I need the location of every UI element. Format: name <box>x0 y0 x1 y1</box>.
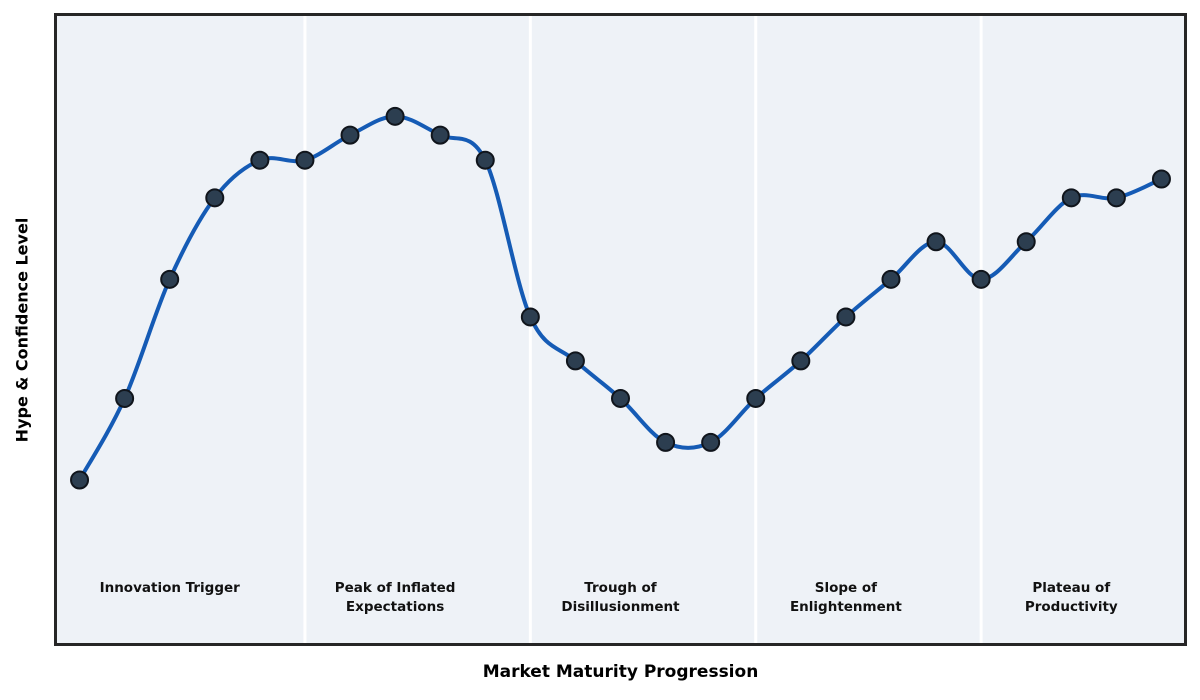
x-axis-label: Market Maturity Progression <box>482 662 759 682</box>
data-point-marker <box>340 125 360 145</box>
data-point-marker <box>791 351 811 371</box>
data-point-marker <box>611 388 630 408</box>
data-point-marker <box>70 470 90 490</box>
data-point-marker <box>1061 188 1081 208</box>
data-point-marker <box>295 150 315 170</box>
data-point-marker <box>385 106 405 126</box>
y-axis-label: Hype & Confidence Level <box>12 217 32 443</box>
phase-label-peak-of-inflated-expectations: Peak of Inflated Expectations <box>334 580 456 615</box>
data-point-marker <box>475 150 495 170</box>
data-point-marker <box>701 432 721 452</box>
data-point-marker <box>160 269 180 289</box>
data-point-marker <box>250 150 270 170</box>
data-point-marker <box>1106 188 1126 208</box>
data-point-marker <box>1151 169 1171 189</box>
data-point-marker <box>926 232 946 252</box>
plot-area: Innovation Trigger Peak of Inflated Expe… <box>54 13 1187 646</box>
phase-label-slope-of-enlightenment: Slope of Enlightenment <box>789 580 902 615</box>
data-point-marker <box>565 351 585 371</box>
data-point-marker <box>205 188 225 208</box>
data-point-marker <box>520 307 540 327</box>
phase-label-plateau-of-productivity: Plateau of Productivity <box>1024 580 1118 615</box>
data-point-marker <box>881 269 901 289</box>
data-point-marker <box>430 125 450 145</box>
data-point-marker <box>1016 232 1036 252</box>
data-point-marker <box>656 432 676 452</box>
phase-label-innovation-trigger: Innovation Trigger <box>99 580 240 596</box>
data-point-marker <box>836 307 856 327</box>
data-point-marker <box>115 388 135 408</box>
phase-label-trough-of-disillusionment: Trough of Disillusionment <box>561 580 680 615</box>
hype-curve-line <box>77 114 1164 482</box>
data-point-marker <box>971 269 991 289</box>
hype-curve-svg <box>70 16 1171 643</box>
data-point-marker <box>746 388 766 408</box>
